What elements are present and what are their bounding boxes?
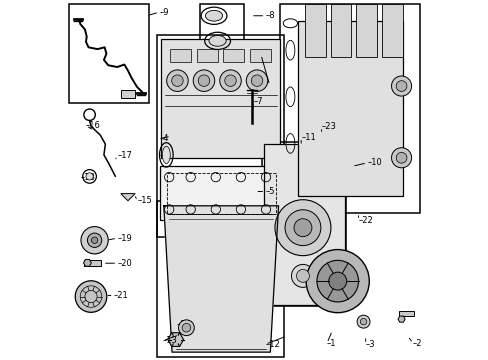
Circle shape xyxy=(305,249,368,313)
Bar xyxy=(304,4,325,57)
Circle shape xyxy=(360,319,366,325)
Text: –4: –4 xyxy=(159,134,168,143)
Bar xyxy=(223,49,244,62)
Text: –6: –6 xyxy=(159,151,168,160)
Bar xyxy=(83,260,101,266)
Circle shape xyxy=(293,219,311,237)
Bar xyxy=(280,4,419,213)
Bar xyxy=(264,144,344,305)
Text: –8: –8 xyxy=(265,11,274,20)
Text: –14: –14 xyxy=(177,320,191,329)
Polygon shape xyxy=(121,194,135,201)
Text: –11: –11 xyxy=(301,133,315,142)
Bar xyxy=(166,173,275,214)
Text: –15: –15 xyxy=(137,196,152,205)
Circle shape xyxy=(171,75,183,86)
Bar xyxy=(156,35,284,237)
Text: –22: –22 xyxy=(358,216,372,225)
Bar xyxy=(161,40,280,158)
Circle shape xyxy=(91,237,98,243)
Polygon shape xyxy=(83,260,91,266)
Polygon shape xyxy=(163,206,278,352)
Circle shape xyxy=(356,315,369,328)
Bar xyxy=(69,4,149,103)
Bar xyxy=(121,90,135,98)
Text: –5: –5 xyxy=(265,187,274,196)
Circle shape xyxy=(198,75,209,86)
Text: –3: –3 xyxy=(365,340,375,349)
Circle shape xyxy=(274,200,330,256)
Circle shape xyxy=(178,320,194,336)
Text: –23: –23 xyxy=(321,122,336,131)
Circle shape xyxy=(86,173,93,180)
Text: –19: –19 xyxy=(117,234,132,243)
Bar xyxy=(297,22,403,197)
Bar xyxy=(382,4,402,57)
Circle shape xyxy=(291,264,314,287)
Text: –2: –2 xyxy=(412,339,422,348)
Bar xyxy=(261,142,346,306)
Bar xyxy=(156,201,284,357)
Text: –10: –10 xyxy=(366,158,381,167)
Circle shape xyxy=(328,272,346,290)
Circle shape xyxy=(316,260,358,302)
Text: –16: –16 xyxy=(86,121,101,130)
Ellipse shape xyxy=(162,146,170,163)
Text: –1: –1 xyxy=(326,339,336,348)
Text: –18: –18 xyxy=(80,173,95,182)
Bar xyxy=(330,4,351,57)
Ellipse shape xyxy=(205,10,222,21)
Circle shape xyxy=(395,81,406,91)
Circle shape xyxy=(395,152,406,163)
Ellipse shape xyxy=(208,36,226,46)
Text: –17: –17 xyxy=(117,151,132,160)
Circle shape xyxy=(166,70,188,91)
Circle shape xyxy=(182,323,190,332)
Text: –21: –21 xyxy=(113,291,128,300)
Text: –7: –7 xyxy=(253,97,262,106)
Bar xyxy=(356,4,376,57)
Bar xyxy=(196,49,217,62)
Bar xyxy=(199,4,244,56)
Circle shape xyxy=(246,70,267,91)
Circle shape xyxy=(81,226,108,254)
Circle shape xyxy=(75,281,106,312)
Bar xyxy=(170,49,191,62)
Bar xyxy=(249,49,270,62)
Polygon shape xyxy=(167,333,183,346)
Bar xyxy=(160,166,282,220)
Circle shape xyxy=(251,75,262,86)
Text: –9: –9 xyxy=(159,8,168,17)
Circle shape xyxy=(219,70,241,91)
Circle shape xyxy=(224,75,236,86)
Polygon shape xyxy=(397,316,405,322)
Circle shape xyxy=(285,210,320,246)
Text: –12: –12 xyxy=(265,340,280,349)
Circle shape xyxy=(193,70,214,91)
Text: –13: –13 xyxy=(163,336,177,345)
Bar xyxy=(398,311,413,316)
Circle shape xyxy=(296,269,309,282)
Circle shape xyxy=(391,148,411,168)
Circle shape xyxy=(87,233,102,247)
Text: –20: –20 xyxy=(117,259,132,268)
Circle shape xyxy=(391,76,411,96)
